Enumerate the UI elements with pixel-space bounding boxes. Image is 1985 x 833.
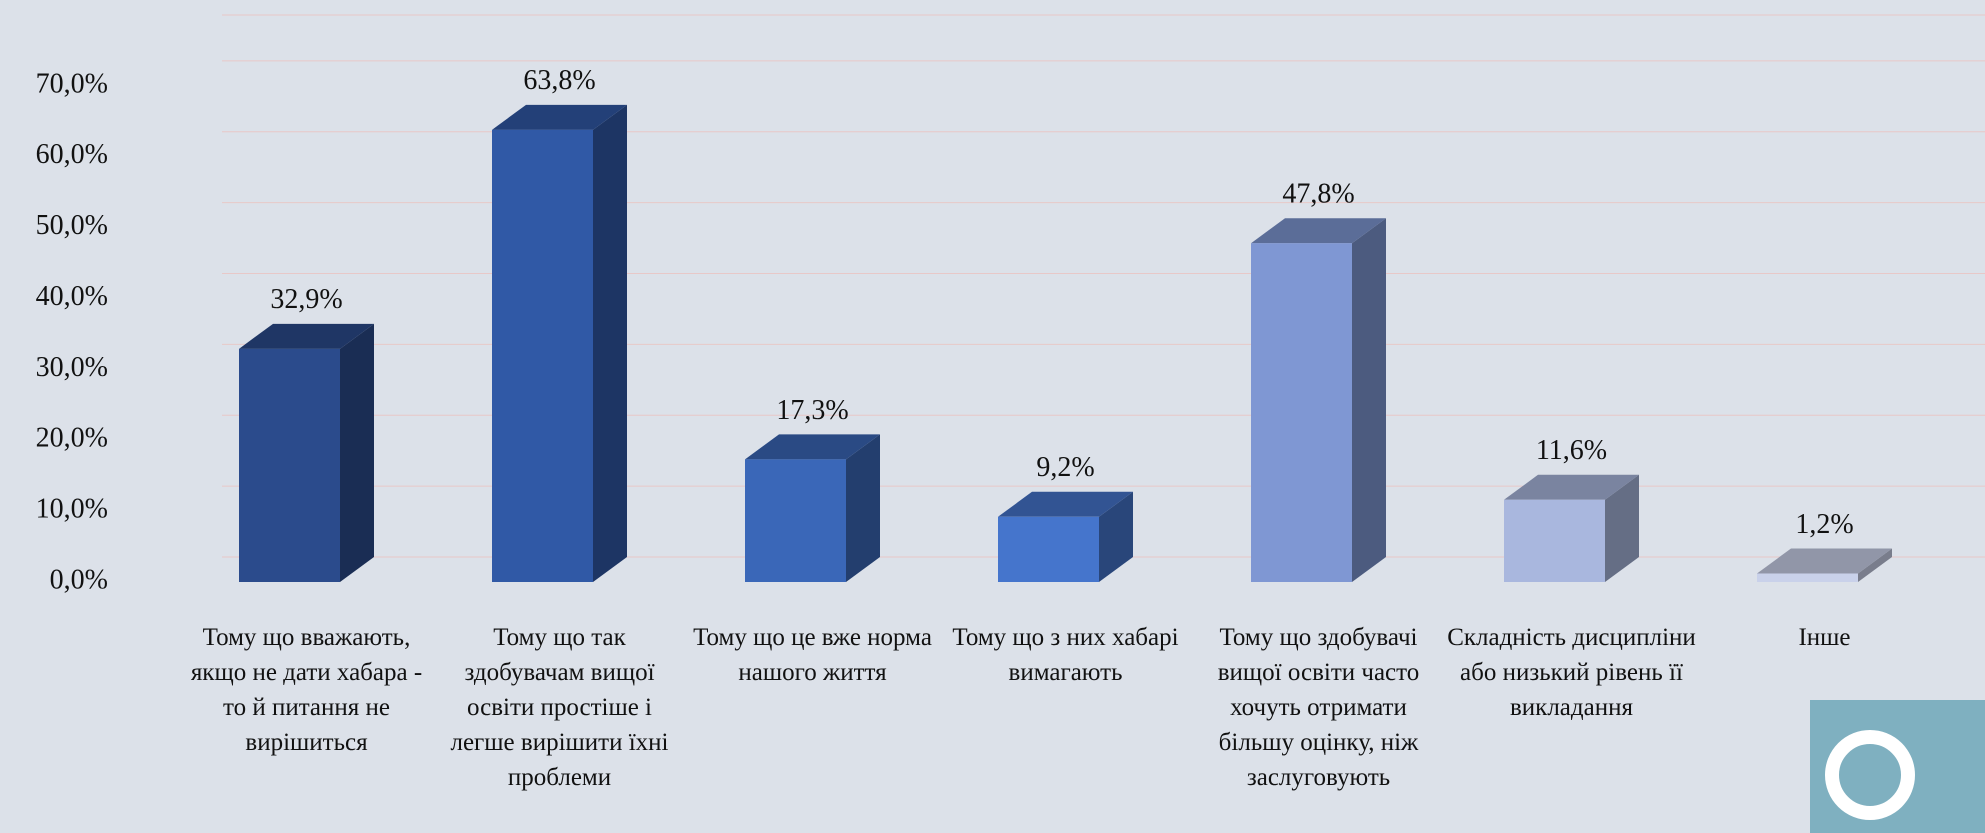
- bar: [492, 129, 593, 582]
- y-tick-label: 70,0%: [36, 68, 108, 99]
- bar: [1251, 243, 1352, 582]
- y-tick-label: 10,0%: [36, 494, 108, 525]
- bar-top: [1504, 474, 1639, 500]
- x-tick-label: Тому що з них хабарі вимагають: [952, 624, 1179, 686]
- y-tick-label: 30,0%: [36, 352, 108, 383]
- logo-mark: [1825, 730, 1915, 820]
- bar-top: [239, 323, 374, 349]
- bar-side: [1099, 491, 1133, 582]
- y-tick-label: 40,0%: [36, 281, 108, 312]
- y-tick-label: 20,0%: [36, 423, 108, 454]
- value-label: 11,6%: [1536, 435, 1607, 466]
- y-tick-label: 50,0%: [36, 210, 108, 241]
- value-label: 32,9%: [270, 284, 342, 315]
- bar-top: [492, 104, 627, 130]
- bar-side: [1858, 548, 1892, 582]
- value-label: 9,2%: [1036, 452, 1094, 483]
- value-label: 17,3%: [776, 395, 848, 426]
- bar: [1504, 499, 1605, 582]
- bar-side: [1605, 474, 1639, 582]
- bar-top: [1757, 548, 1892, 574]
- bar: [239, 348, 340, 582]
- value-label: 63,8%: [523, 65, 595, 96]
- y-tick-label: 60,0%: [36, 139, 108, 170]
- x-tick-label: Складність дисципліни або низький рівень…: [1447, 624, 1696, 721]
- bar-side: [593, 104, 627, 582]
- bar-side: [340, 323, 374, 582]
- x-tick-label: Тому що так здобувачам вищої освіти прос…: [450, 624, 669, 791]
- bar-side: [846, 434, 880, 582]
- x-tick-label: Інше: [1798, 624, 1851, 651]
- x-tick-label: Тому що здобувачі вищої освіти часто хоч…: [1217, 624, 1420, 791]
- bar-top: [998, 491, 1133, 517]
- bar: [745, 459, 846, 582]
- x-tick-label: Тому що вважають, якщо не дати хабара - …: [190, 624, 423, 756]
- bar-top: [745, 434, 880, 460]
- value-label: 47,8%: [1282, 179, 1354, 210]
- bar-side: [1352, 218, 1386, 582]
- bar: [1757, 573, 1858, 582]
- x-tick-label: Тому що це вже норма нашого життя: [693, 624, 932, 686]
- y-tick-label: 0,0%: [50, 564, 108, 595]
- bar: [998, 516, 1099, 582]
- bar-top: [1251, 218, 1386, 244]
- value-label: 1,2%: [1795, 509, 1853, 540]
